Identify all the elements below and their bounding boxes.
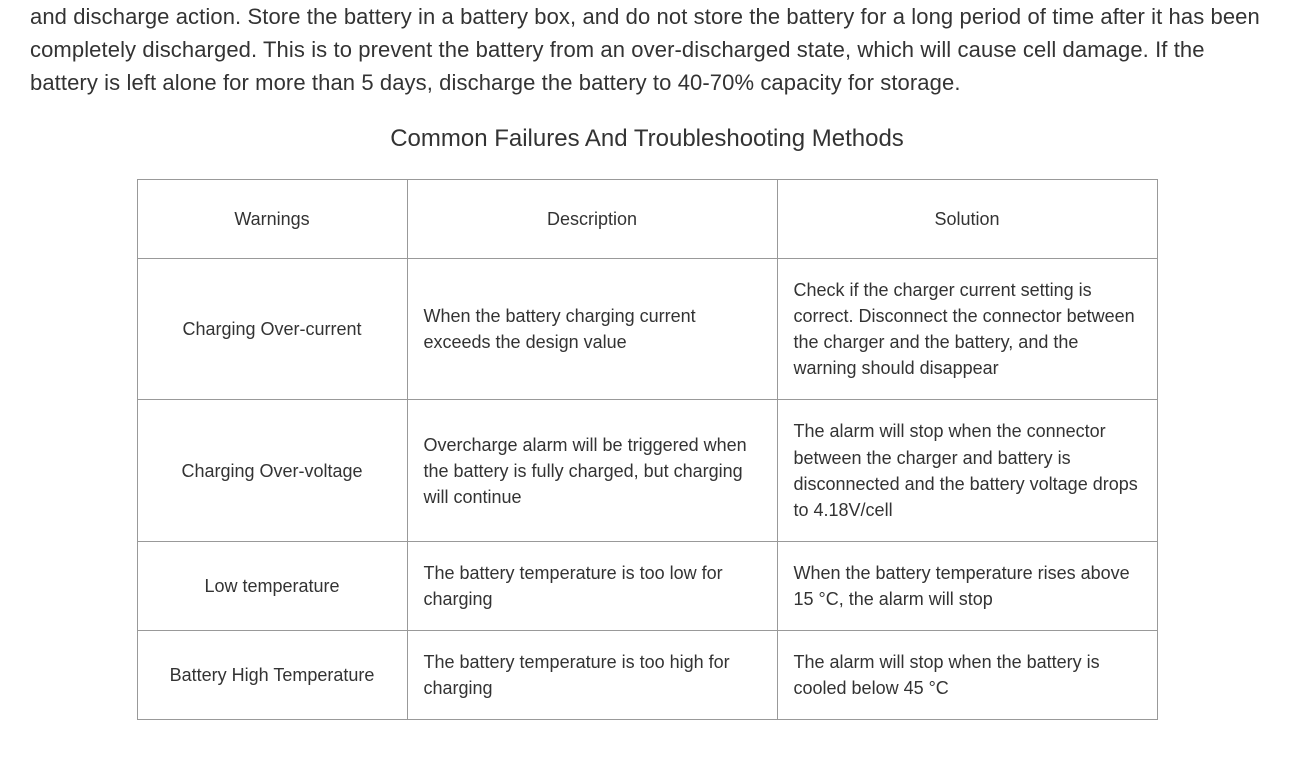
table-row: Battery High Temperature The battery tem… [137, 631, 1157, 720]
table-row: Charging Over-current When the battery c… [137, 259, 1157, 400]
header-description: Description [407, 180, 777, 259]
cell-warning: Battery High Temperature [137, 631, 407, 720]
table-row: Low temperature The battery temperature … [137, 541, 1157, 630]
cell-solution: Check if the charger current setting is … [777, 259, 1157, 400]
intro-paragraph: and discharge action. Store the battery … [30, 0, 1264, 99]
cell-solution: The alarm will stop when the connector b… [777, 400, 1157, 541]
cell-description: Overcharge alarm will be triggered when … [407, 400, 777, 541]
cell-description: When the battery charging current exceed… [407, 259, 777, 400]
header-solution: Solution [777, 180, 1157, 259]
cell-warning: Low temperature [137, 541, 407, 630]
cell-solution: When the battery temperature rises above… [777, 541, 1157, 630]
table-title: Common Failures And Troubleshooting Meth… [30, 125, 1264, 153]
failures-table: Warnings Description Solution Charging O… [137, 179, 1158, 720]
cell-description: The battery temperature is too high for … [407, 631, 777, 720]
cell-warning: Charging Over-current [137, 259, 407, 400]
cell-warning: Charging Over-voltage [137, 400, 407, 541]
cell-solution: The alarm will stop when the battery is … [777, 631, 1157, 720]
table-header-row: Warnings Description Solution [137, 180, 1157, 259]
cell-description: The battery temperature is too low for c… [407, 541, 777, 630]
header-warnings: Warnings [137, 180, 407, 259]
table-row: Charging Over-voltage Overcharge alarm w… [137, 400, 1157, 541]
